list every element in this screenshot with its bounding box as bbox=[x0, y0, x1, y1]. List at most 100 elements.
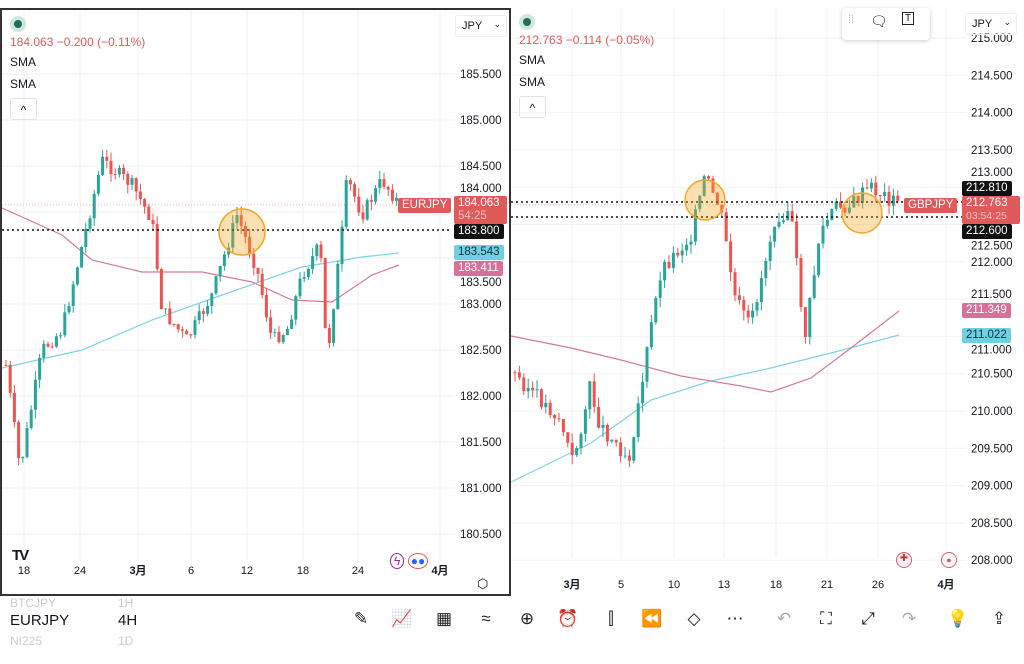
add-icon[interactable]: ⊕ bbox=[519, 609, 535, 628]
candle-type-icon[interactable]: ⫿ bbox=[608, 609, 614, 628]
sma-legend-2[interactable]: SMA bbox=[519, 75, 546, 89]
candle-body bbox=[25, 428, 29, 457]
candle-body bbox=[513, 372, 517, 374]
candle-body bbox=[117, 167, 121, 175]
compare-icon[interactable]: ≈ bbox=[481, 609, 491, 628]
draw-icon[interactable]: ✎ bbox=[353, 609, 369, 628]
text-tool-icon[interactable]: T bbox=[902, 12, 915, 25]
candle-body bbox=[327, 328, 331, 343]
candle-body bbox=[755, 302, 759, 311]
candle-body bbox=[869, 182, 873, 189]
collapse-legend-button[interactable]: ^ bbox=[10, 98, 37, 120]
symbol-selector[interactable]: EURJPY bbox=[10, 612, 70, 629]
bar-countdown: 03:54:25 bbox=[966, 210, 1007, 222]
candle-body bbox=[353, 184, 357, 197]
gbpjpy-chart-pane[interactable]: 215.000 214.500 214.000 213.500 213.000 212.5… bbox=[511, 8, 1024, 596]
candle-body bbox=[46, 343, 50, 347]
candle-body bbox=[390, 189, 394, 201]
y-axis-label: 182.500 bbox=[460, 345, 502, 357]
candle-body bbox=[601, 424, 605, 428]
gbpjpy-chart[interactable]: 215.000 214.500 214.000 213.500 213.000 212.5… bbox=[511, 8, 1024, 596]
share-icon[interactable]: ⇪ bbox=[991, 609, 1007, 628]
timeframe-selector[interactable]: 4H bbox=[118, 612, 138, 629]
layers-icon[interactable]: ◇ bbox=[687, 609, 701, 628]
candle-body bbox=[795, 221, 799, 259]
last-price-tag: 184.063 54:25 bbox=[454, 196, 507, 224]
collapse-legend-button[interactable]: ^ bbox=[519, 96, 546, 118]
candle-body bbox=[159, 269, 163, 310]
y-axis-label: 181.000 bbox=[460, 483, 502, 495]
settings-icon[interactable]: ⬡ bbox=[477, 576, 489, 591]
expand-icon[interactable]: ⤢ bbox=[861, 609, 875, 628]
sma-legend-2[interactable]: SMA bbox=[10, 77, 37, 91]
undo-icon[interactable]: ↶ bbox=[776, 609, 792, 628]
indicators-icon[interactable]: 📈 bbox=[391, 609, 413, 628]
replay-icon[interactable]: ⏪ bbox=[641, 609, 663, 628]
candle-body bbox=[71, 284, 75, 306]
drag-handle-icon[interactable]: ⁞⁞ bbox=[848, 14, 855, 26]
y-axis-label: 209.000 bbox=[971, 481, 1013, 493]
candle-body bbox=[812, 275, 816, 298]
candle-body bbox=[649, 322, 653, 348]
candle-body bbox=[206, 305, 210, 314]
y-axis-label: 214.500 bbox=[971, 70, 1013, 82]
last-price: 212.763 bbox=[966, 197, 1008, 209]
eurjpy-chart-pane[interactable]: 185.500 185.000 184.500 184.000 183.500 183.0… bbox=[0, 8, 511, 596]
events-icons[interactable]: ϟ ●● bbox=[390, 553, 429, 569]
sma-pink-tag: 183.411 bbox=[454, 261, 503, 276]
candle-body bbox=[759, 277, 763, 303]
x-axis-label: 24 bbox=[352, 565, 364, 577]
event-marker-icon[interactable]: ● bbox=[941, 552, 957, 568]
candle-body bbox=[777, 221, 781, 227]
candle-body bbox=[878, 195, 882, 197]
candle-body bbox=[323, 257, 327, 329]
candle-body bbox=[378, 179, 382, 189]
y-axis-label: 213.000 bbox=[971, 167, 1013, 179]
candle-body bbox=[790, 211, 794, 222]
watchlist-timeframe[interactable]: 1H bbox=[118, 596, 134, 610]
candle-body bbox=[155, 224, 159, 270]
sma-legend-1[interactable]: SMA bbox=[519, 53, 546, 67]
alert-icon[interactable]: ⏰ bbox=[557, 609, 579, 628]
chevron-down-icon: ⌄ bbox=[1003, 17, 1011, 27]
x-axis-label: 18 bbox=[18, 565, 30, 577]
watchlist-timeframe[interactable]: 1D bbox=[118, 634, 134, 648]
eurjpy-chart[interactable]: 185.500 185.000 184.500 184.000 183.500 183.0… bbox=[2, 10, 509, 594]
lightning-icon[interactable]: ϟ bbox=[390, 553, 405, 569]
candle-body bbox=[33, 379, 37, 410]
candle-body bbox=[357, 196, 361, 213]
highlight-circle bbox=[218, 208, 266, 256]
candle-body bbox=[17, 422, 21, 459]
candle-body bbox=[566, 432, 570, 443]
market-status-icon bbox=[519, 14, 535, 30]
candle-body bbox=[218, 266, 222, 277]
more-icon[interactable]: ⋯ bbox=[726, 609, 744, 628]
eu-flag-icon[interactable]: ●● bbox=[407, 553, 429, 569]
candle-body bbox=[189, 334, 193, 336]
uk-flag-icon[interactable]: ✚ bbox=[896, 552, 912, 568]
candle-body bbox=[256, 268, 260, 274]
candle-body bbox=[544, 402, 548, 408]
candle-body bbox=[176, 324, 180, 330]
candle-body bbox=[856, 195, 860, 203]
candle-body bbox=[386, 186, 390, 190]
fullscreen-icon[interactable]: ⛶ bbox=[820, 609, 832, 628]
redo-icon[interactable]: ↷ bbox=[901, 609, 917, 628]
candle-body bbox=[38, 357, 42, 380]
candle-body bbox=[768, 241, 772, 261]
candle-body bbox=[365, 200, 369, 220]
ideas-icon[interactable]: 💡 bbox=[947, 609, 969, 628]
watchlist-symbol[interactable]: NI225 bbox=[10, 634, 43, 648]
comment-icon[interactable]: 🗨 bbox=[870, 13, 888, 29]
currency-select[interactable]: JPY ⌄ bbox=[965, 13, 1017, 35]
sma-legend-1[interactable]: SMA bbox=[10, 55, 37, 69]
watchlist-symbol[interactable]: BTCJPY bbox=[10, 596, 57, 610]
candle-body bbox=[12, 392, 16, 423]
y-axis-label: 181.500 bbox=[460, 437, 502, 449]
layout-grid-icon[interactable]: ▦ bbox=[435, 609, 453, 628]
y-axis-label: 182.000 bbox=[460, 391, 502, 403]
price-change: 212.763 −0.114 (−0.05%) bbox=[519, 33, 655, 47]
candle-body bbox=[239, 214, 243, 226]
candle-body bbox=[340, 226, 344, 264]
currency-select[interactable]: JPY ⌄ bbox=[455, 15, 507, 37]
